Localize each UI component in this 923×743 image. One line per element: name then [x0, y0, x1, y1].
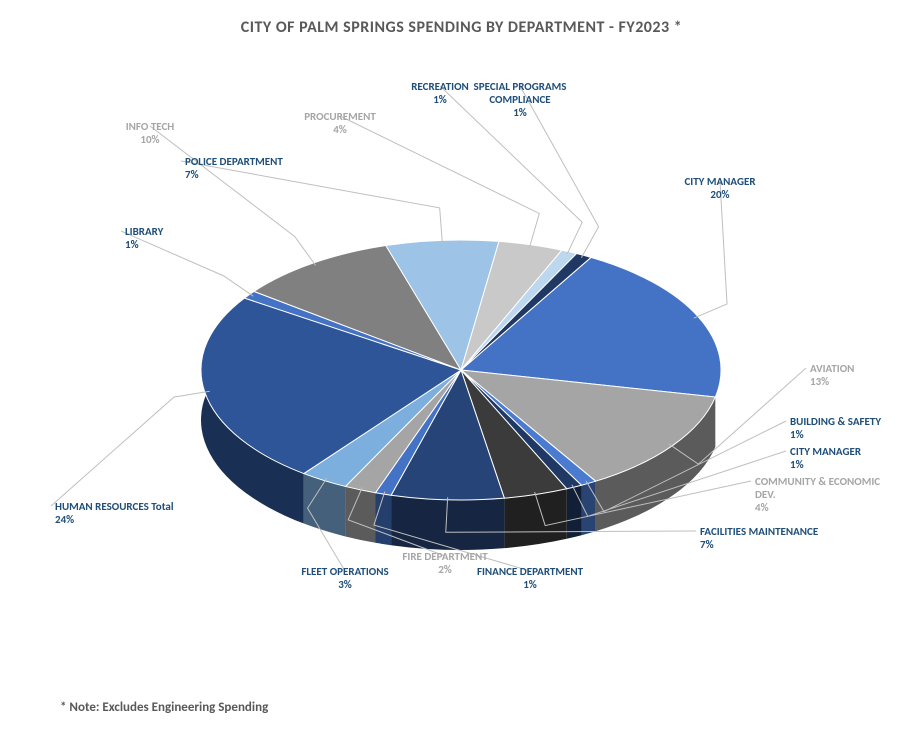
pie-chart-svg: [0, 0, 923, 743]
pie-chart-container: CITY OF PALM SPRINGS SPENDING BY DEPARTM…: [0, 0, 923, 743]
chart-footnote: * Note: Excludes Engineering Spending: [60, 700, 268, 715]
